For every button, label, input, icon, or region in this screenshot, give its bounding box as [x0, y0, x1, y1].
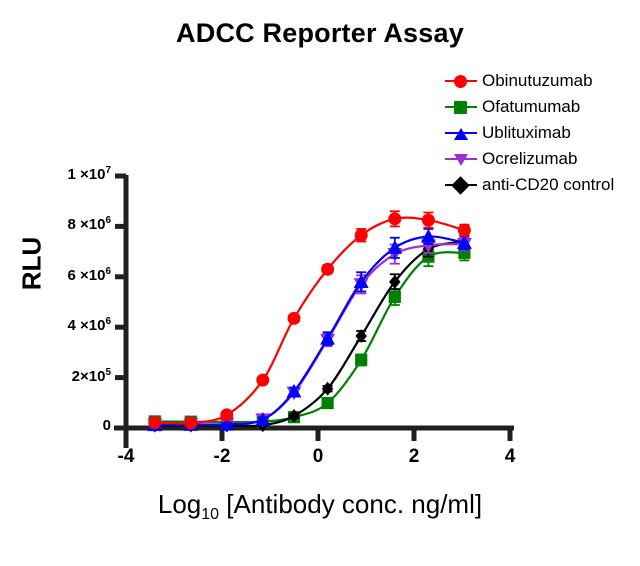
legend-swatch-tri-up-icon [445, 125, 477, 141]
data-marker-diamond [389, 274, 401, 289]
legend-label: anti-CD20 control [482, 175, 615, 194]
x-tick-label: 0 [312, 446, 324, 467]
legend-swatch-diamond-icon [445, 175, 477, 195]
y-tick-exponent: 6 [105, 316, 111, 328]
y-tick-exponent: 5 [105, 366, 111, 378]
legend-item[interactable]: Ofatumumab [445, 96, 614, 117]
legend-marker-square-icon [454, 100, 467, 114]
legend-swatch-circle-icon [445, 73, 477, 89]
x-axis-title-rest: [Antibody conc. ng/ml] [226, 489, 483, 519]
data-marker-diamond [355, 329, 367, 343]
data-marker-circle [220, 408, 234, 422]
legend-marker-circle-icon [454, 74, 467, 88]
y-tick-exponent: 7 [105, 165, 111, 176]
legend-swatch-square-icon [445, 99, 477, 115]
y-axis-title: RLU [16, 236, 47, 291]
data-marker-triangle-up [286, 383, 302, 398]
chart-legend: Obinutuzumab Ofatumumab Ublituximab Ocreliz… [445, 70, 614, 195]
data-marker-square [355, 353, 368, 367]
legend-label: Obinutuzumab [482, 71, 593, 90]
data-marker-square [321, 396, 334, 410]
data-marker-circle [287, 311, 301, 325]
data-marker-triangle-up [456, 235, 472, 249]
y-tick-mantissa: 2× [71, 367, 89, 385]
y-tick-mantissa: 4 × [67, 317, 89, 335]
x-tick-label: 4 [504, 446, 516, 467]
legend-marker-tri-up-icon [454, 127, 468, 140]
series-ocrelizumab [147, 236, 472, 432]
series-line [153, 242, 466, 426]
y-tick-label: 4 ×106 [67, 316, 111, 334]
y-tick-exponent: 6 [105, 265, 111, 277]
legend-item[interactable]: Obinutuzumab [445, 70, 614, 91]
series-obinutuzumab [148, 210, 471, 430]
data-marker-circle [184, 416, 198, 430]
data-marker-circle [421, 213, 435, 227]
data-marker-circle [148, 415, 162, 429]
legend-item[interactable]: anti-CD20 control [445, 174, 614, 195]
x-tick-label: 2 [408, 446, 420, 467]
y-tick-base: 10 [88, 166, 106, 183]
legend-item[interactable]: Ublituximab [445, 122, 614, 143]
y-tick-mantissa: 8 × [67, 216, 89, 234]
data-marker-circle [321, 262, 335, 276]
x-tick-label: -2 [213, 446, 231, 467]
y-tick-mantissa: 6 × [67, 266, 89, 284]
y-tick-label: 6 ×106 [67, 266, 111, 284]
x-tick-label: -4 [117, 446, 135, 467]
data-marker-circle [457, 223, 471, 237]
y-tick-base: 10 [88, 317, 106, 335]
legend-swatch-tri-down-icon [445, 151, 477, 167]
y-tick-base: 10 [88, 266, 106, 284]
data-marker-diamond [321, 381, 334, 396]
series-line [153, 251, 466, 424]
y-tick-base: 10 [88, 367, 106, 385]
data-marker-circle [388, 212, 402, 226]
legend-label: Ublituximab [482, 123, 571, 142]
x-axis-title-sub: 10 [201, 506, 220, 524]
y-tick-label: 8 ×106 [67, 215, 111, 233]
series-line [153, 240, 466, 428]
data-marker-triangle-up [219, 416, 235, 431]
x-axis-title: Log10 [Antibody conc. ng/ml] [0, 489, 640, 524]
data-marker-triangle-up [387, 240, 403, 254]
data-marker-circle [354, 228, 368, 242]
data-marker-triangle-up [420, 228, 436, 243]
legend-marker-tri-down-icon [454, 153, 468, 166]
legend-label: Ofatumumab [482, 97, 581, 116]
data-marker-triangle-up [353, 274, 369, 288]
series-line [153, 216, 466, 425]
data-marker-triangle-up [320, 330, 336, 345]
legend-item[interactable]: Ocrelizumab [445, 148, 614, 169]
data-marker-diamond [288, 409, 300, 423]
y-tick-mantissa: 1 × [67, 166, 89, 183]
series-ofatumumab [148, 244, 471, 429]
y-tick-label: 2×105 [72, 367, 111, 385]
legend-label: Ocrelizumab [482, 149, 578, 168]
y-tick-exponent: 6 [105, 215, 111, 227]
series-anti-cd20-control [149, 234, 471, 433]
data-marker-circle [256, 373, 270, 387]
series-line [153, 235, 466, 427]
y-tick-label: 0 [102, 417, 111, 434]
data-marker-triangle-up [255, 412, 271, 426]
y-tick-label: 1 ×107 [67, 165, 111, 183]
x-axis-title-base: Log [157, 489, 202, 519]
y-tick-base: 10 [88, 216, 106, 234]
data-marker-square [388, 290, 401, 304]
chart-title: ADCC Reporter Assay [176, 18, 464, 48]
